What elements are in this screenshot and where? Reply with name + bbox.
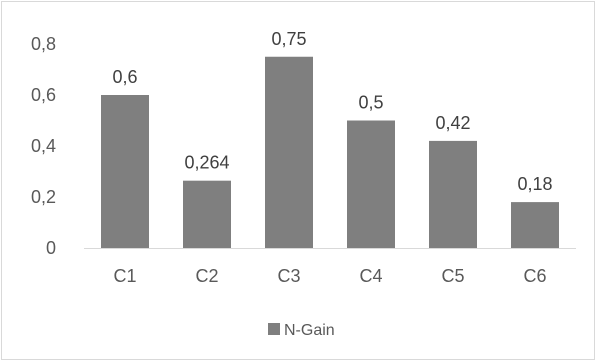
bar-c3 [265, 56, 313, 248]
y-axis-ticks: 0 0,2 0,4 0,6 0,8 [31, 34, 56, 258]
bar-c4 [347, 120, 395, 248]
bar-c1 [101, 95, 149, 248]
data-label-c2: 0,264 [184, 153, 229, 173]
bars [101, 56, 559, 248]
x-tick-label-c4: C4 [359, 266, 382, 286]
data-label-c3: 0,75 [271, 29, 306, 49]
y-tick-label: 0,2 [31, 187, 56, 207]
data-labels: 0,6 0,264 0,75 0,5 0,42 0,18 [112, 29, 552, 194]
data-label-c4: 0,5 [358, 93, 383, 113]
x-axis-ticks: C1 C2 C3 C4 C5 C6 [113, 266, 546, 286]
y-tick-label: 0,4 [31, 136, 56, 156]
y-tick-label: 0,6 [31, 85, 56, 105]
data-label-c6: 0,18 [517, 174, 552, 194]
x-tick-label-c1: C1 [113, 266, 136, 286]
legend: N-Gain [268, 322, 335, 339]
x-tick-label-c2: C2 [195, 266, 218, 286]
bar-c6 [511, 202, 559, 248]
y-tick-label: 0 [46, 238, 56, 258]
y-tick-label: 0,8 [31, 34, 56, 54]
bar-c2 [183, 180, 231, 248]
x-tick-label-c3: C3 [277, 266, 300, 286]
x-tick-label-c6: C6 [523, 266, 546, 286]
legend-swatch-n-gain [268, 323, 280, 335]
bar-c5 [429, 140, 477, 248]
x-tick-label-c5: C5 [441, 266, 464, 286]
legend-label-n-gain: N-Gain [284, 322, 335, 339]
data-label-c5: 0,42 [435, 113, 470, 133]
data-label-c1: 0,6 [112, 67, 137, 87]
